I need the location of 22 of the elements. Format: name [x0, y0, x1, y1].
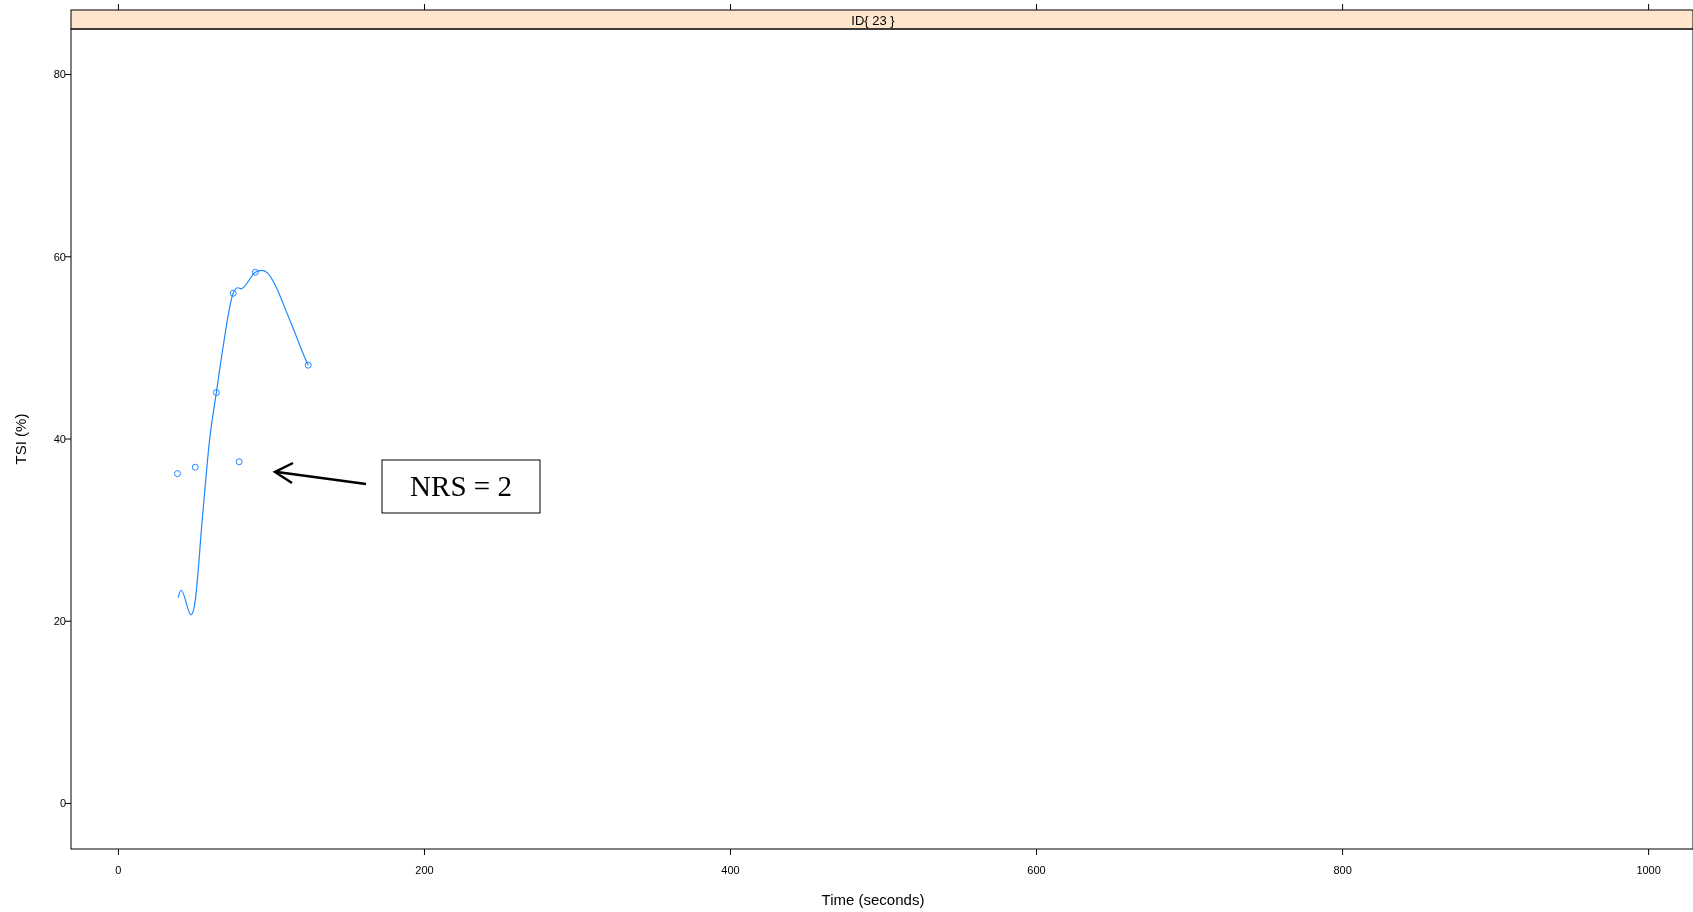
x-tick-label: 400 [721, 864, 740, 876]
y-axis-title: TSI (%) [12, 413, 29, 465]
x-tick-label: 600 [1027, 864, 1046, 876]
y-tick-label: 40 [53, 432, 66, 445]
point [229, 289, 237, 297]
point [191, 463, 199, 471]
x-axis-title: Time (seconds) [821, 891, 925, 908]
y-tick-label: 80 [53, 68, 66, 81]
x-tick-label: 200 [415, 864, 434, 876]
x-tick-label: 1000 [1636, 864, 1661, 876]
y-tick-label: 20 [53, 615, 66, 628]
y-tick-label: 60 [53, 250, 66, 263]
y-tick-label: 0 [59, 797, 66, 810]
point [304, 361, 312, 369]
chart-title: ID{ 23 } [851, 13, 896, 28]
point [212, 389, 220, 397]
x-tick-label: 0 [115, 864, 122, 876]
point [174, 470, 181, 478]
point [251, 268, 259, 276]
x-tick-label: 800 [1333, 864, 1352, 876]
point [235, 458, 243, 466]
annotation: NRS = 2 [410, 470, 512, 502]
